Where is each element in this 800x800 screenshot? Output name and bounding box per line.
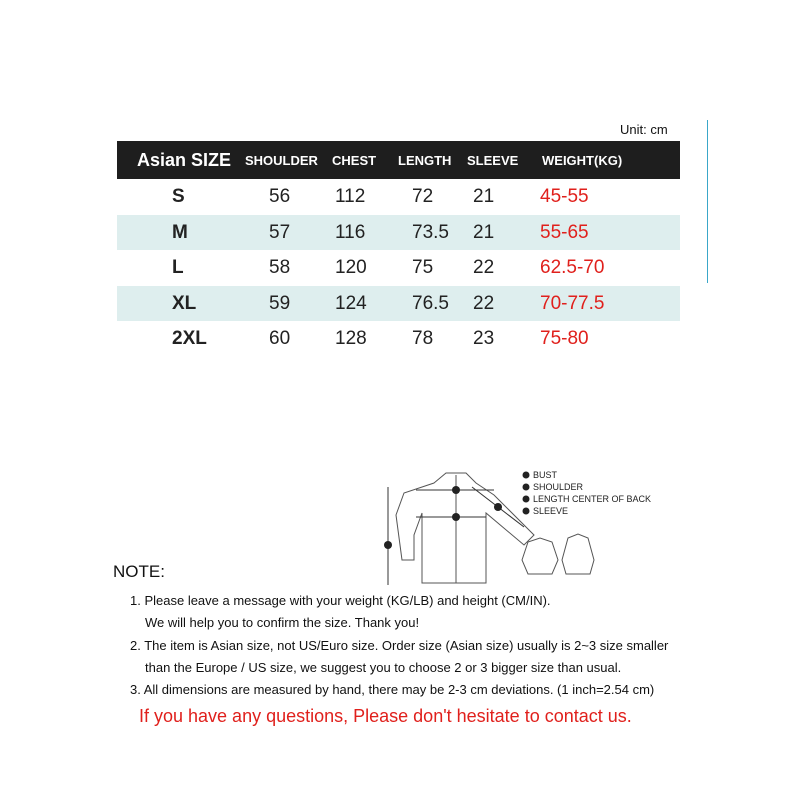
cell-shoulder: 58 xyxy=(269,257,291,278)
note-line-1: 1. Please leave a message with your weig… xyxy=(130,593,551,608)
cell-length: 73.5 xyxy=(412,221,449,243)
cell-shoulder: 59 xyxy=(269,292,291,314)
header-weight: WEIGHT(KG) xyxy=(542,153,623,168)
table-header: Asian SIZE SHOULDER CHEST LENGTH SLEEVE … xyxy=(117,141,680,179)
note-line-4: than the Europe / US size, we suggest yo… xyxy=(145,660,622,675)
cell-weight: 75-80 xyxy=(540,328,589,349)
header-shoulder: SHOULDER xyxy=(245,153,318,168)
table-row: XL 59 124 76.5 22 70-77.5 xyxy=(117,285,680,321)
cell-sleeve: 21 xyxy=(473,186,495,207)
cell-length: 72 xyxy=(412,186,434,207)
cell-chest: 124 xyxy=(335,292,367,314)
cell-size: L xyxy=(172,257,184,278)
cell-sleeve: 22 xyxy=(473,257,495,278)
cell-shoulder: 57 xyxy=(269,221,291,243)
cell-chest: 128 xyxy=(335,328,367,349)
header-sleeve: SLEEVE xyxy=(467,153,519,168)
cell-chest: 120 xyxy=(335,257,367,278)
header-size: Asian SIZE xyxy=(137,150,232,170)
cell-sleeve: 21 xyxy=(473,221,495,243)
note-line-5: 3. All dimensions are measured by hand, … xyxy=(130,682,655,697)
unit-label: Unit: cm xyxy=(620,122,668,137)
cell-weight: 70-77.5 xyxy=(540,292,605,314)
table-row: 2XL 60 128 78 23 75-80 xyxy=(117,321,680,357)
divider-line xyxy=(707,120,708,283)
shirt-outline xyxy=(395,472,535,584)
note-title: NOTE: xyxy=(113,562,165,581)
cell-chest: 112 xyxy=(335,186,366,207)
measurement-diagram: BUST SHOULDER LENGTH CENTER OF BACK SLEE… xyxy=(384,470,651,585)
size-table: Asian SIZE SHOULDER CHEST LENGTH SLEEVE … xyxy=(117,141,680,357)
cell-length: 76.5 xyxy=(412,292,449,314)
header-chest: CHEST xyxy=(332,153,377,168)
header-length: LENGTH xyxy=(398,153,452,168)
cell-shoulder: 56 xyxy=(269,186,291,207)
cell-sleeve: 23 xyxy=(473,328,495,349)
legend-length: LENGTH CENTER OF BACK xyxy=(533,494,651,504)
cell-size: 2XL xyxy=(172,328,207,349)
cell-weight: 45-55 xyxy=(540,186,589,207)
cell-length: 78 xyxy=(412,328,434,349)
cell-weight: 55-65 xyxy=(540,221,589,243)
cell-length: 75 xyxy=(412,257,434,278)
cell-chest: 116 xyxy=(335,221,366,243)
table-row: L 58 120 75 22 62.5-70 xyxy=(117,250,680,286)
legend-sleeve: SLEEVE xyxy=(533,506,568,516)
note-line-3: 2. The item is Asian size, not US/Euro s… xyxy=(130,638,669,653)
cell-shoulder: 60 xyxy=(269,328,291,349)
cell-sleeve: 22 xyxy=(473,292,495,314)
cell-weight: 62.5-70 xyxy=(540,257,605,278)
legend-bust: BUST xyxy=(533,470,558,480)
table-row: M 57 116 73.5 21 55-65 xyxy=(117,214,680,250)
cell-size: S xyxy=(172,186,185,207)
cell-size: XL xyxy=(172,292,197,314)
table-row: S 56 112 72 21 45-55 xyxy=(117,179,680,215)
note-line-2: We will help you to confirm the size. Th… xyxy=(145,615,420,630)
cell-size: M xyxy=(172,221,188,243)
legend-shoulder: SHOULDER xyxy=(533,482,584,492)
contact-message: If you have any questions, Please don't … xyxy=(139,706,632,726)
